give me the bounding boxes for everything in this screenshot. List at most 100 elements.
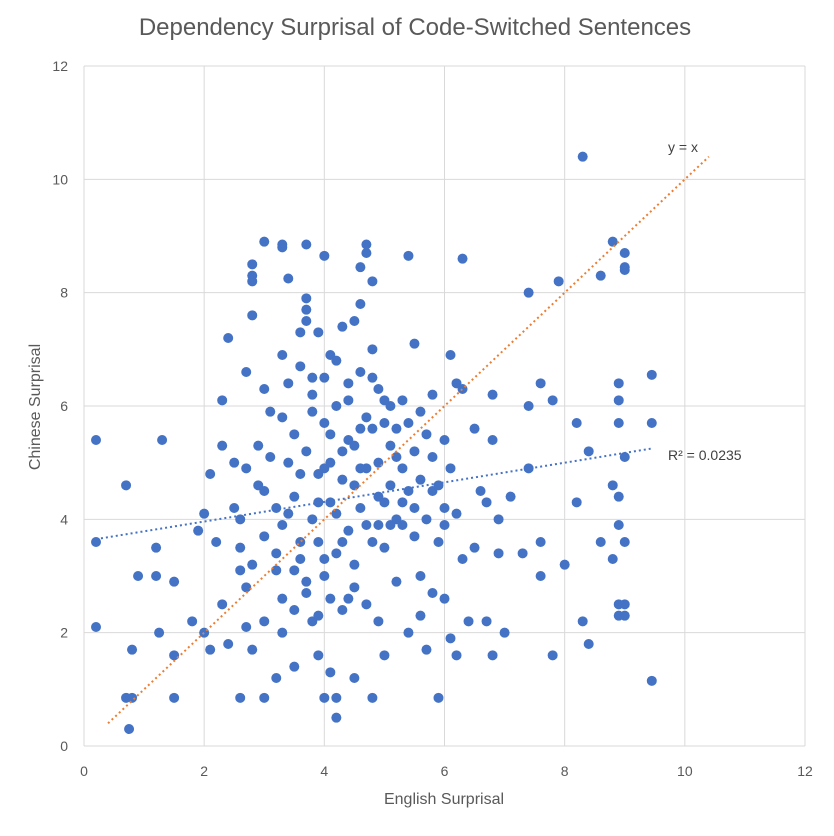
data-point xyxy=(331,712,342,723)
data-point xyxy=(121,480,132,491)
data-point xyxy=(595,270,606,281)
data-point xyxy=(361,520,372,530)
data-point xyxy=(523,463,534,474)
data-point xyxy=(646,675,657,686)
data-point xyxy=(361,239,372,250)
data-point xyxy=(427,588,438,598)
y-tick-label: 10 xyxy=(52,171,68,187)
data-point xyxy=(217,440,228,451)
data-point xyxy=(247,259,258,270)
data-point xyxy=(247,276,258,287)
data-point xyxy=(319,571,330,581)
data-point xyxy=(337,537,348,547)
data-point xyxy=(607,554,618,564)
data-point xyxy=(409,503,420,513)
data-point xyxy=(301,588,312,598)
data-point xyxy=(457,554,468,564)
data-point xyxy=(301,239,312,250)
data-point xyxy=(427,389,438,400)
data-point xyxy=(469,542,480,553)
data-point xyxy=(415,610,426,621)
data-point xyxy=(619,248,630,258)
data-point xyxy=(445,350,456,360)
data-point xyxy=(289,605,300,615)
data-point xyxy=(169,650,180,661)
data-point xyxy=(301,293,312,304)
data-point xyxy=(445,463,456,474)
data-point xyxy=(613,520,624,530)
data-point xyxy=(283,457,294,468)
data-point xyxy=(325,457,336,468)
data-point xyxy=(517,548,528,559)
data-point xyxy=(265,406,276,417)
data-point xyxy=(271,565,282,576)
data-point xyxy=(157,435,168,445)
data-point xyxy=(91,537,102,547)
data-point xyxy=(235,542,246,553)
data-point xyxy=(301,316,312,326)
data-point xyxy=(367,344,378,355)
data-point xyxy=(271,673,282,683)
data-point xyxy=(151,571,162,581)
data-point xyxy=(607,480,618,491)
data-point xyxy=(277,242,288,253)
data-point xyxy=(451,650,462,661)
data-point xyxy=(355,262,366,273)
data-point xyxy=(361,412,372,423)
data-point xyxy=(319,418,330,428)
data-point xyxy=(571,497,582,508)
data-point xyxy=(571,418,582,428)
data-point xyxy=(433,480,444,491)
data-point xyxy=(409,446,420,457)
data-point xyxy=(253,440,264,451)
data-point xyxy=(241,622,252,632)
data-point xyxy=(337,446,348,457)
data-point xyxy=(283,378,294,389)
data-point xyxy=(481,616,492,627)
y-tick-label: 8 xyxy=(60,285,68,301)
x-tick-label: 8 xyxy=(561,763,569,779)
data-point xyxy=(421,644,432,655)
data-point xyxy=(169,576,180,587)
data-point xyxy=(367,276,378,287)
data-point xyxy=(487,650,498,661)
data-point xyxy=(229,457,240,468)
data-point xyxy=(619,599,630,610)
data-point xyxy=(211,537,222,547)
data-point xyxy=(289,429,300,440)
data-point xyxy=(319,250,330,261)
data-point xyxy=(193,525,204,536)
data-point xyxy=(505,491,516,502)
data-point xyxy=(124,724,135,734)
data-point xyxy=(283,273,294,284)
data-point xyxy=(619,610,630,621)
data-point xyxy=(415,571,426,581)
data-point xyxy=(403,627,414,638)
data-point xyxy=(259,616,270,627)
data-point xyxy=(391,576,402,587)
data-point xyxy=(397,497,408,508)
data-point xyxy=(361,248,372,258)
data-point xyxy=(241,367,252,377)
data-point xyxy=(595,537,606,547)
data-point xyxy=(403,486,414,496)
data-point xyxy=(403,250,414,261)
data-point xyxy=(373,520,384,530)
data-point xyxy=(619,265,630,275)
data-point xyxy=(247,559,258,570)
data-point xyxy=(619,537,630,547)
y-tick-label: 4 xyxy=(60,511,68,527)
data-point xyxy=(259,236,270,247)
data-point xyxy=(331,508,342,519)
data-point xyxy=(289,661,300,672)
trend-line xyxy=(95,447,652,541)
data-point xyxy=(259,486,270,496)
data-point xyxy=(481,497,492,508)
data-point xyxy=(331,548,342,559)
data-point xyxy=(205,644,216,655)
y-tick-label: 12 xyxy=(52,58,68,74)
data-point xyxy=(343,395,354,406)
data-point xyxy=(583,639,594,649)
data-point xyxy=(613,418,624,428)
data-point xyxy=(331,401,342,411)
